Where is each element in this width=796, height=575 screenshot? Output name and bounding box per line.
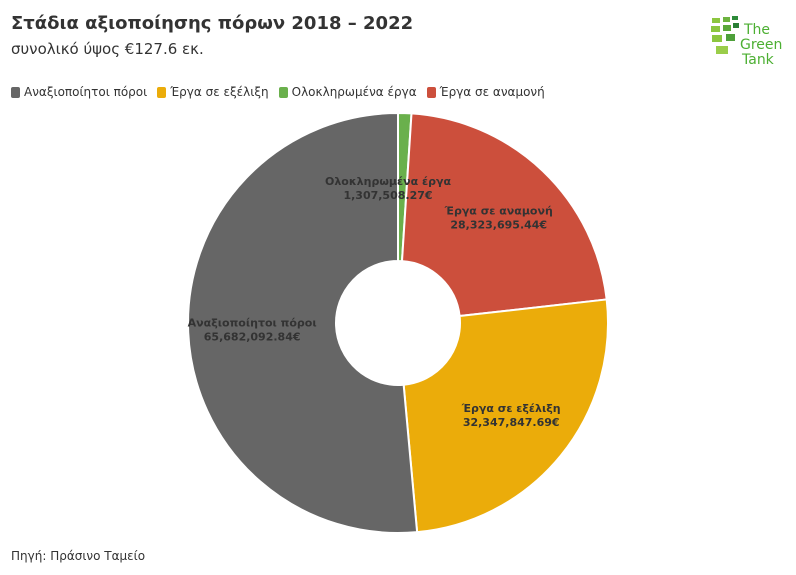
legend-label: Έργα σε αναμονή	[439, 85, 545, 99]
source-note: Πηγή: Πράσινο Ταμείο	[11, 549, 146, 563]
legend-label: Έργα σε εξέλιξη	[170, 85, 269, 99]
legend-swatch	[11, 86, 20, 98]
legend-item[interactable]: Έργα σε αναμονή	[426, 85, 545, 99]
donut-slice[interactable]	[402, 298, 609, 534]
svg-text:Tank: Tank	[741, 52, 775, 68]
legend-label: Αναξιοποίητοι πόροι	[24, 85, 148, 99]
data-label-category: Ολοκληρωμένα έργα	[325, 175, 451, 188]
legend-swatch	[278, 86, 288, 98]
legend-label: Ολοκληρωμένα έργα	[291, 85, 417, 99]
legend-item[interactable]: Ολοκληρωμένα έργα	[278, 85, 417, 99]
donut-slice[interactable]	[187, 111, 419, 534]
data-label-value: 1,307,508.27€	[343, 189, 432, 202]
data-label-category: Έργα σε αναμονή	[444, 204, 553, 217]
data-label-category: Αναξιοποίητοι πόροι	[188, 317, 317, 330]
donut-slice[interactable]	[400, 112, 608, 318]
legend: Αναξιοποίητοι πόροι Έργα σε εξέλιξη Ολοκ…	[11, 85, 545, 99]
chart-subtitle: συνολικό ύψος €127.6 εκ.	[11, 40, 204, 58]
data-label-value: 32,347,847.69€	[463, 416, 560, 429]
svg-text:The: The	[743, 22, 770, 38]
green-tank-logo: The Green Tank	[711, 16, 782, 68]
legend-swatch	[426, 86, 436, 98]
legend-item[interactable]: Αναξιοποίητοι πόροι	[11, 85, 147, 99]
legend-swatch	[157, 86, 167, 98]
svg-text:Green: Green	[740, 37, 782, 53]
data-label-value: 28,323,695.44€	[450, 218, 547, 231]
legend-item[interactable]: Έργα σε εξέλιξη	[157, 85, 269, 99]
data-label-value: 65,682,092.84€	[204, 331, 301, 344]
chart-title: Στάδια αξιοποίησης πόρων 2018 – 2022	[11, 13, 414, 34]
data-label-category: Έργα σε εξέλιξη	[461, 402, 561, 415]
